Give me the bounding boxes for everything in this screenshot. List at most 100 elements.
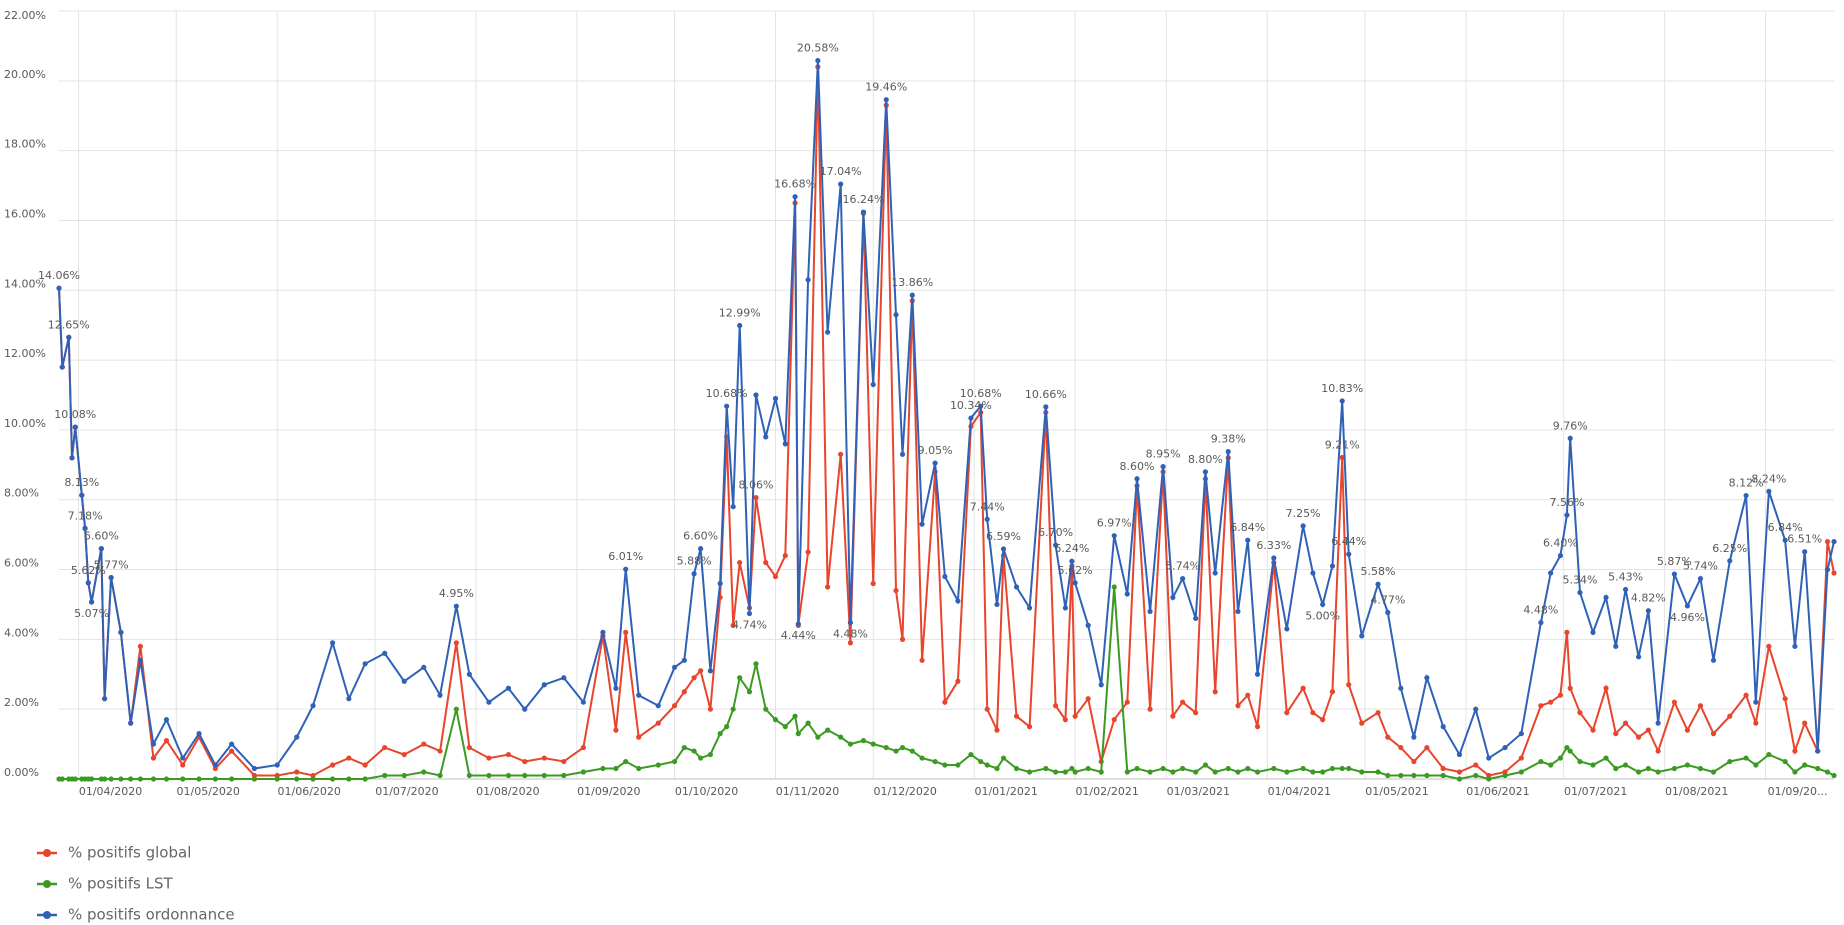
data-point xyxy=(1329,689,1336,695)
data-point xyxy=(1564,744,1570,751)
x-tick-label: 01/08/2020 xyxy=(476,785,539,798)
data-point xyxy=(1026,769,1033,775)
data-point xyxy=(805,720,811,726)
data-point xyxy=(137,643,144,649)
data-point xyxy=(825,584,831,590)
data-point xyxy=(85,580,91,586)
data-point xyxy=(1802,762,1808,768)
data-point xyxy=(486,755,492,761)
data-point xyxy=(1548,570,1554,576)
data-label: 4.48% xyxy=(1523,604,1558,617)
data-point xyxy=(1193,615,1199,622)
data-point xyxy=(838,181,844,187)
data-point xyxy=(180,776,186,782)
data-point xyxy=(66,334,72,340)
y-tick-label: 22.00% xyxy=(4,9,46,22)
data-point xyxy=(362,762,368,768)
data-label: 5.74% xyxy=(1683,560,1718,573)
data-point xyxy=(56,285,62,291)
data-point xyxy=(1271,765,1277,772)
data-label: 6.40% xyxy=(1543,537,1578,550)
data-point xyxy=(1359,720,1365,726)
y-tick-label: 16.00% xyxy=(4,207,46,220)
data-point xyxy=(1518,769,1524,775)
data-point xyxy=(251,765,258,772)
data-point xyxy=(541,772,547,779)
data-point xyxy=(196,776,202,782)
data-point xyxy=(1824,539,1831,545)
data-point xyxy=(772,395,779,402)
data-point xyxy=(1424,744,1430,751)
data-point xyxy=(505,772,512,779)
data-point xyxy=(792,194,798,200)
data-point xyxy=(698,668,704,674)
data-label: 5.34% xyxy=(1562,574,1597,587)
y-tick-label: 2.00% xyxy=(4,696,39,709)
data-point xyxy=(1567,748,1573,754)
data-label: 5.58% xyxy=(1361,565,1396,578)
data-point xyxy=(1385,609,1391,616)
data-point xyxy=(1802,720,1808,726)
data-point xyxy=(1310,570,1316,576)
data-label: 5.07% xyxy=(74,607,109,620)
data-point xyxy=(655,703,661,709)
legend-marker xyxy=(43,880,51,888)
data-point xyxy=(763,434,769,440)
data-point xyxy=(1170,769,1176,775)
data-point xyxy=(1098,769,1104,775)
data-label: 4.96% xyxy=(1670,611,1705,624)
legend-marker xyxy=(43,911,51,919)
data-point xyxy=(72,424,78,430)
data-point xyxy=(691,571,697,577)
data-point xyxy=(968,415,974,421)
x-tick-label: 01/06/2020 xyxy=(278,785,341,798)
data-point xyxy=(1697,765,1704,772)
data-point xyxy=(772,717,779,723)
data-point xyxy=(1548,762,1554,768)
data-point xyxy=(942,573,948,580)
data-point xyxy=(1684,603,1691,609)
data-point xyxy=(1831,772,1837,779)
data-point xyxy=(698,546,704,552)
data-point xyxy=(382,650,388,656)
data-point xyxy=(294,769,300,775)
data-point xyxy=(909,292,915,298)
data-point xyxy=(1440,765,1446,772)
data-point xyxy=(724,724,730,730)
data-point xyxy=(919,657,925,663)
data-point xyxy=(1225,448,1231,455)
data-point xyxy=(1710,657,1717,663)
data-point xyxy=(1069,558,1075,564)
data-label: 14.06% xyxy=(38,269,80,282)
data-point xyxy=(1792,748,1798,754)
data-point xyxy=(847,620,854,626)
data-point xyxy=(251,776,258,782)
data-point xyxy=(636,734,642,740)
data-label: 5.00% xyxy=(1305,609,1340,622)
data-point xyxy=(1753,699,1759,705)
x-tick-label: 01/09/2020 xyxy=(577,785,640,798)
data-point xyxy=(1548,699,1554,705)
data-point xyxy=(1486,755,1492,761)
data-point xyxy=(838,734,844,740)
data-point xyxy=(613,685,619,691)
data-point xyxy=(1134,476,1140,482)
data-point xyxy=(746,689,753,695)
data-point xyxy=(815,734,821,740)
data-point xyxy=(580,744,586,751)
data-point xyxy=(1622,586,1629,593)
data-label: 20.58% xyxy=(797,42,839,55)
data-point xyxy=(1235,769,1241,775)
data-label: 6.70% xyxy=(1038,526,1073,539)
data-label: 17.04% xyxy=(820,165,862,178)
data-point xyxy=(1013,713,1020,719)
data-point xyxy=(978,403,984,409)
data-point xyxy=(229,776,235,782)
data-point xyxy=(1645,727,1651,733)
y-tick-label: 20.00% xyxy=(4,68,46,81)
data-point xyxy=(1590,727,1596,733)
data-label: 8.06% xyxy=(738,479,773,492)
data-point xyxy=(1398,685,1404,691)
data-point xyxy=(1411,772,1417,779)
